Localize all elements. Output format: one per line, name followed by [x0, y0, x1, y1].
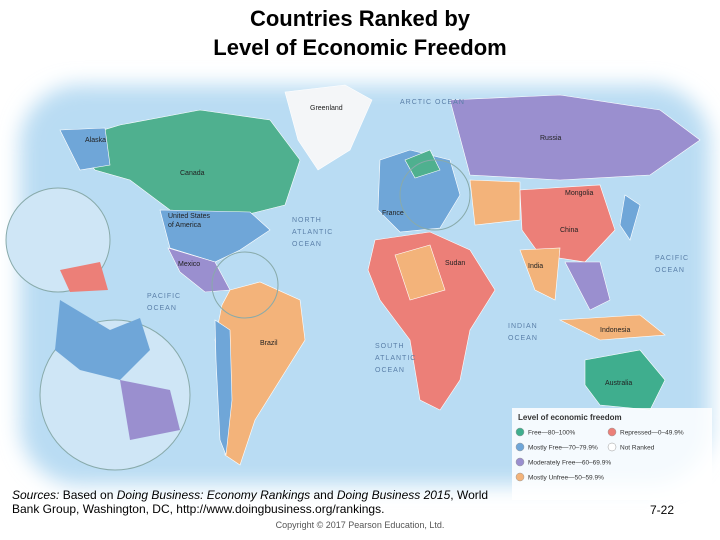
country-label: Australia [605, 380, 632, 387]
country-label: India [528, 263, 543, 270]
legend-swatch [607, 427, 617, 437]
legend-label: Repressed—0–49.9% [620, 430, 684, 437]
source-text: Sources: [12, 488, 60, 502]
legend-label: Mostly Unfree—50–59.9% [528, 475, 604, 482]
country-label: Sudan [445, 260, 465, 267]
ocean-label: OCEAN [508, 335, 538, 342]
legend: Level of economic freedom Free—80–100% Mo… [512, 408, 712, 500]
country-label: Indonesia [600, 327, 630, 334]
legend-swatch [607, 442, 617, 452]
ocean-label: OCEAN [375, 367, 405, 374]
source-text: , World Bank Group, Washington, DC, http… [12, 488, 489, 516]
legend-swatch [515, 472, 525, 482]
country-label: of America [168, 222, 201, 229]
country-label: China [560, 227, 578, 234]
country-label: Canada [180, 170, 205, 177]
ocean-label: ARCTIC OCEAN [400, 99, 465, 106]
source-text: Doing Business: Economy Rankings [116, 488, 311, 502]
country-label: Russia [540, 135, 562, 142]
ocean-label: ATLANTIC [292, 229, 333, 236]
ocean-label: SOUTH [375, 343, 405, 350]
legend-label: Mostly Free—70–79.9% [528, 445, 598, 452]
ocean-label: OCEAN [655, 267, 685, 274]
country-label: Greenland [310, 105, 343, 112]
legend-label: Moderately Free—60–69.9% [528, 460, 611, 467]
title: Countries Ranked by Level of Economic Fre… [0, 4, 720, 62]
legend-label: Not Ranked [620, 445, 655, 452]
ocean-label: ATLANTIC [375, 355, 416, 362]
country-label: Mongolia [565, 190, 594, 197]
ocean-label: PACIFIC [147, 293, 181, 300]
page-number: 7-22 [650, 503, 675, 517]
source-text: and [310, 488, 337, 502]
copyright: Copyright © 2017 Pearson Education, Ltd. [275, 520, 445, 530]
ocean-label: INDIAN [508, 323, 538, 330]
ocean-label: OCEAN [292, 241, 322, 248]
source-text: Doing Business 2015 [336, 488, 451, 502]
source-text: Based on [59, 488, 117, 502]
legend-swatch [515, 427, 525, 437]
country-label: Mexico [178, 261, 200, 268]
title-line: Level of Economic Freedom [213, 35, 507, 60]
ocean-label: OCEAN [147, 305, 177, 312]
country-label: France [382, 210, 404, 217]
country-label: United States [168, 213, 211, 220]
title-line: Countries Ranked by [249, 6, 471, 31]
ocean-label: PACIFIC [655, 255, 689, 262]
ocean-label: NORTH [292, 217, 322, 224]
country-label: Brazil [260, 340, 278, 347]
land [59, 84, 701, 466]
inset-land [55, 262, 180, 440]
legend-swatch [515, 457, 525, 467]
legend-title: Level of economic freedom [518, 413, 622, 422]
legend-swatch [515, 442, 525, 452]
sources: Sources: Based on Doing Business: Econom… [12, 488, 502, 516]
country-label: Alaska [85, 137, 106, 144]
legend-box [512, 408, 712, 500]
legend-label: Free—80–100% [528, 430, 576, 437]
